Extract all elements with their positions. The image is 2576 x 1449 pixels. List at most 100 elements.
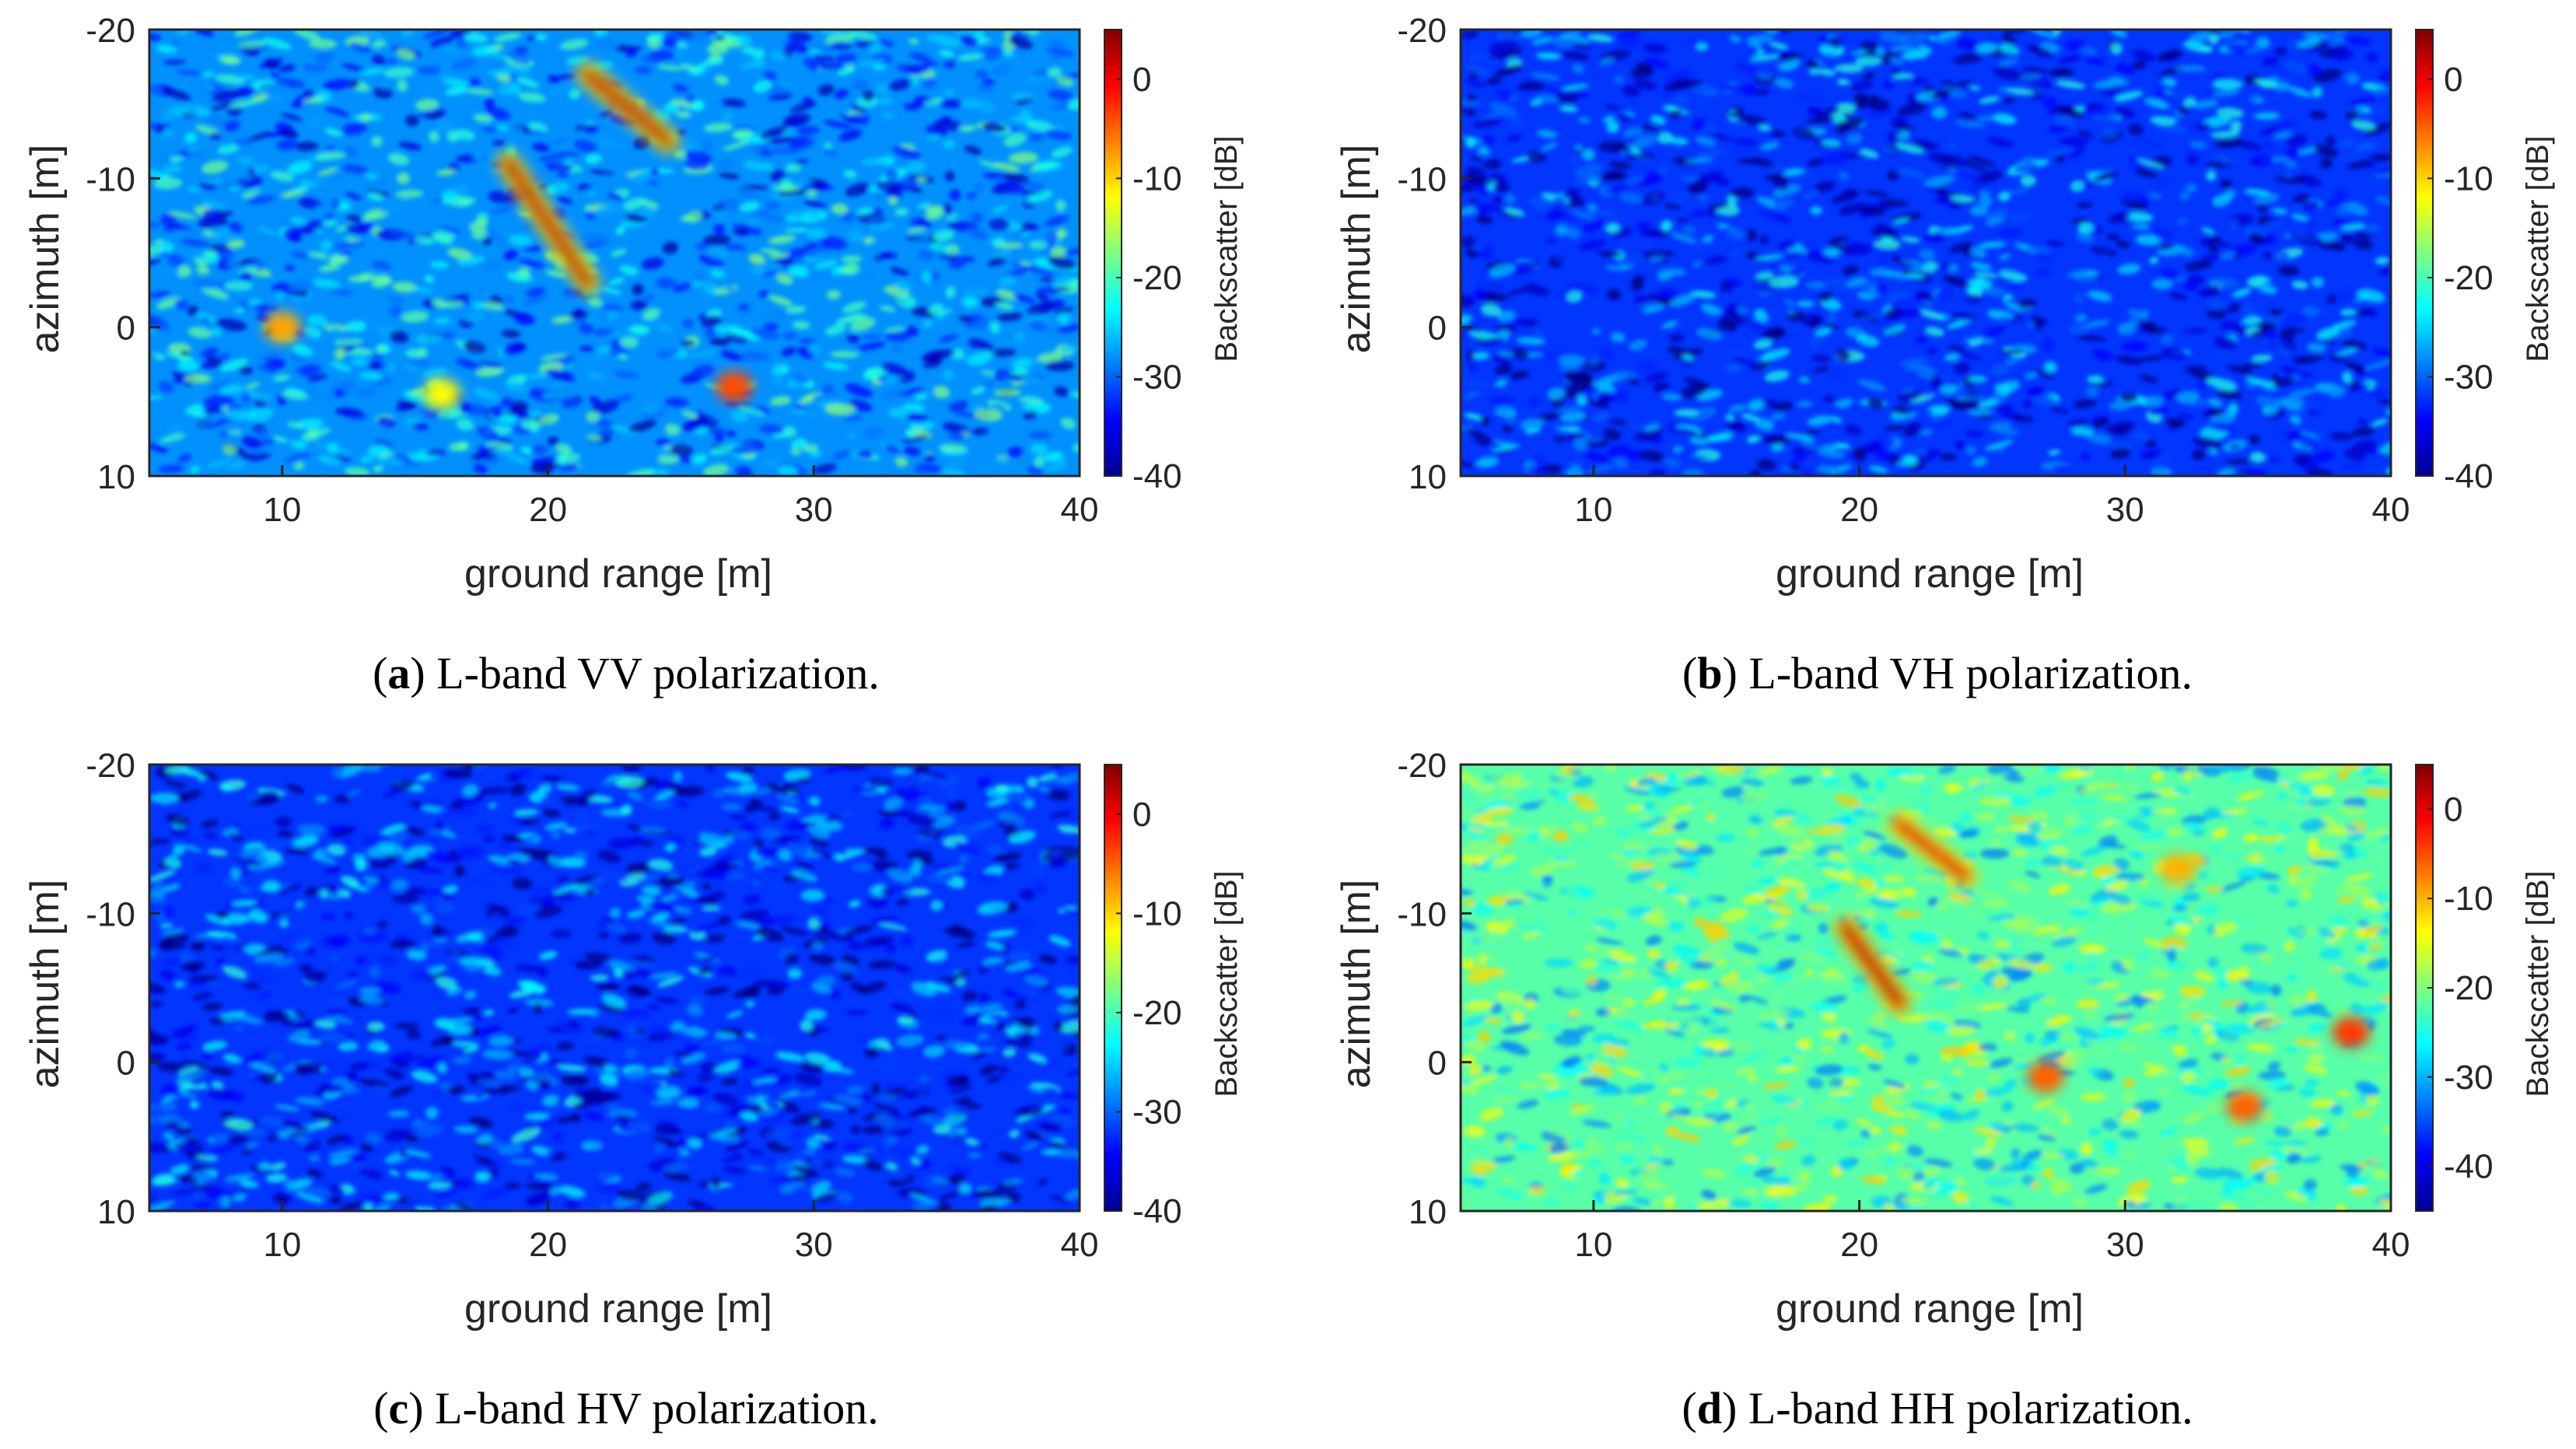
speckle [1933, 925, 1944, 931]
speckle [1981, 130, 1993, 138]
speckle [992, 64, 1012, 75]
speckle [687, 1199, 705, 1206]
speckle [268, 910, 290, 918]
speckle [1029, 320, 1048, 331]
speckle [1897, 390, 1922, 402]
speckle [709, 338, 731, 346]
speckle [1051, 146, 1073, 159]
speckle [485, 107, 511, 121]
speckle [792, 776, 814, 784]
speckle [597, 345, 611, 355]
speckle [285, 784, 305, 794]
speckle [224, 1173, 254, 1182]
speckle [220, 359, 248, 373]
speckle [210, 945, 226, 951]
speckle [2098, 835, 2118, 849]
speckle [1489, 173, 1508, 184]
speckle [1895, 308, 1923, 318]
speckle [2139, 375, 2158, 383]
speckle [405, 1134, 420, 1144]
speckle [292, 1020, 318, 1031]
speckle [905, 326, 919, 337]
speckle [1033, 160, 1059, 169]
speckle [365, 173, 379, 179]
speckle [1461, 314, 1472, 326]
speckle [1572, 64, 1585, 74]
speckle [1011, 93, 1034, 100]
speckle [1882, 80, 1895, 89]
speckle [726, 430, 737, 438]
speckle [2209, 352, 2231, 364]
speckle [2217, 388, 2242, 400]
speckle [1769, 275, 1799, 289]
speckle [550, 894, 580, 903]
speckle [1548, 789, 1560, 796]
speckle [870, 1083, 881, 1095]
speckle [1680, 865, 1701, 876]
y-tick-label: -20 [86, 12, 135, 50]
speckle [723, 1167, 747, 1174]
speckle [1003, 1178, 1023, 1185]
speckle [371, 261, 391, 271]
speckle [1882, 146, 1900, 155]
speckle [2303, 1064, 2328, 1075]
speckle [752, 143, 772, 152]
speckle [525, 1191, 553, 1206]
speckle [368, 360, 381, 371]
speckle [1796, 401, 1813, 408]
speckle [239, 299, 251, 311]
speckle [966, 192, 978, 199]
speckle [2340, 309, 2357, 317]
speckle [2271, 208, 2288, 215]
speckle [2274, 47, 2288, 56]
speckle [1690, 210, 1708, 217]
speckle [346, 320, 367, 332]
speckle [703, 122, 733, 132]
speckle [330, 361, 352, 372]
speckle [991, 348, 1017, 357]
speckle [1786, 432, 1815, 442]
speckle [772, 1160, 798, 1173]
speckle [844, 383, 873, 397]
speckle [930, 900, 943, 912]
speckle [530, 444, 548, 456]
speckle [1622, 85, 1641, 97]
speckle [1054, 306, 1075, 315]
speckle [2091, 348, 2113, 362]
speckle [171, 1027, 194, 1038]
speckle [1647, 250, 1675, 257]
speckle [2272, 428, 2288, 438]
speckle [1023, 410, 1038, 420]
speckle [176, 454, 192, 462]
speckle [677, 786, 705, 797]
speckle [250, 412, 267, 420]
speckle [359, 931, 387, 943]
speckle [551, 315, 573, 324]
speckle [670, 1020, 686, 1032]
speckle [1696, 42, 1709, 51]
speckle [647, 919, 673, 928]
speckle [929, 308, 953, 314]
speckle [1064, 247, 1080, 255]
speckle [273, 374, 290, 382]
speckle [943, 61, 955, 68]
speckle [751, 466, 780, 473]
speckle [1027, 1086, 1045, 1093]
speckle [747, 1149, 764, 1156]
speckle [373, 1062, 384, 1071]
speckle [1904, 1110, 1921, 1120]
speckle [770, 137, 796, 145]
speckle [2315, 1128, 2329, 1136]
speckle [1005, 961, 1032, 972]
speckle [287, 422, 304, 429]
speckle [912, 1202, 933, 1211]
speckle [2255, 1189, 2273, 1197]
speckle [933, 1125, 953, 1135]
speckle [519, 848, 550, 861]
speckle [2091, 247, 2117, 257]
speckle-texture [1461, 765, 2391, 1211]
speckle [2126, 1180, 2151, 1195]
speckle [149, 870, 176, 882]
speckle [1587, 208, 1619, 217]
